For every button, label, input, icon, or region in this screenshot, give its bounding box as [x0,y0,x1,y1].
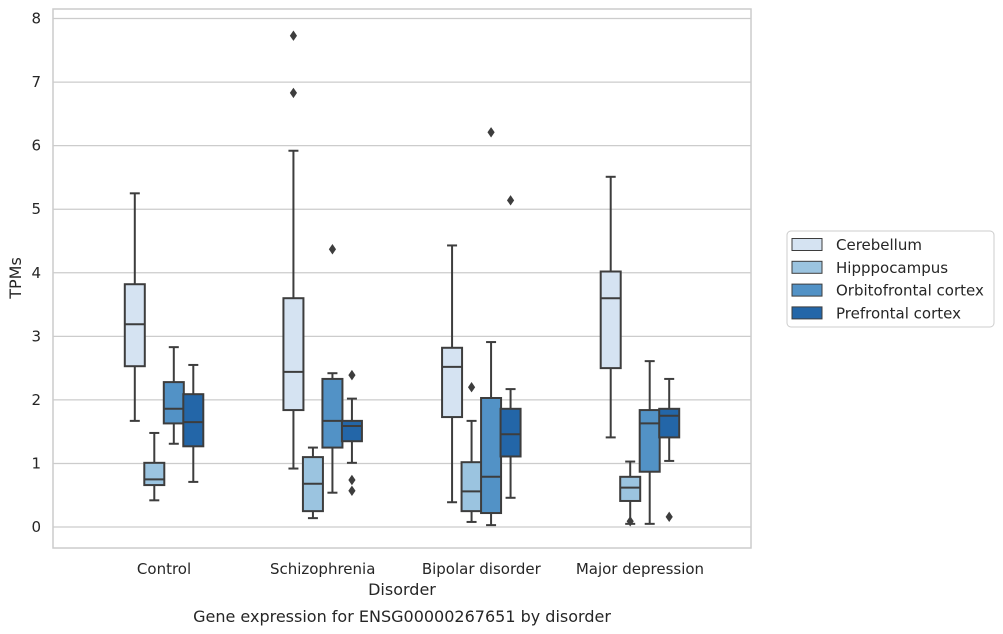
x-tick-label: Bipolar disorder [422,560,542,578]
outlier-point [348,369,356,381]
x-tick-label: Control [137,560,191,578]
y-tick-label: 6 [31,137,41,155]
box-iqr [460,461,483,513]
box-iqr [599,270,622,370]
box-cerebellum [599,175,622,439]
outlier-point [467,381,476,393]
grid-lines [53,17,751,528]
x-tick-labels: Control Schizophrenia Bipolar disorder Majo… [137,560,704,578]
chart-caption: Gene expression for ENSG00000267651 by d… [193,607,611,626]
y-tick-label: 5 [31,200,41,218]
box-iqr [658,407,681,439]
y-tick-label: 0 [31,518,41,536]
box-iqr [182,393,205,448]
legend: Cerebellum Hipppocampus Orbitofrontal cort… [786,230,995,328]
outlier-point [506,195,515,206]
box-iqr [480,396,503,515]
box-iqr [340,419,363,443]
box-iqr [638,409,661,473]
box-series [123,30,681,527]
y-tick-labels: 0 1 2 3 4 5 6 7 8 [31,10,41,536]
x-tick-label: Schizophrenia [270,560,375,578]
box-hipppocampus [619,460,642,527]
box-prefrontal-cortex [499,195,522,499]
plot-area [52,8,752,549]
y-tick-label: 7 [31,73,41,91]
y-axis-label: TPMs [6,257,25,300]
y-tick-label: 8 [31,10,41,28]
box-iqr [321,377,344,449]
outlier-point [328,244,337,255]
box-iqr [499,407,522,458]
box-cerebellum [123,192,146,422]
box-hipppocampus [301,446,324,520]
box-iqr [143,461,166,487]
outlier-point [665,511,673,523]
box-cerebellum [282,30,305,470]
legend-label: Prefrontal cortex [836,304,961,322]
box-iqr [162,381,185,425]
legend-swatch [791,260,823,274]
legend-swatch [791,306,823,320]
box-hipppocampus [143,431,166,502]
box-iqr [619,475,642,502]
legend-frame [786,230,995,328]
box-hipppocampus [460,381,483,523]
x-axis-label: Disorder [368,580,436,599]
box-prefrontal-cortex [340,369,363,496]
outlier-point [626,516,634,527]
box-iqr [441,346,464,419]
box-prefrontal-cortex [658,377,681,523]
outlier-point [487,127,495,138]
legend-label: Orbitofrontal cortex [836,282,984,300]
box-orbitofrontal-cortex [321,244,344,494]
legend-label: Hipppocampus [836,259,948,277]
box-prefrontal-cortex [182,363,205,483]
box-cerebellum [441,244,464,504]
y-tick-label: 3 [31,327,41,345]
legend-label: Cerebellum [836,236,922,254]
legend-swatch [791,238,823,251]
y-tick-label: 4 [31,264,41,282]
outlier-point [348,485,356,496]
outlier-point [289,87,298,99]
y-tick-label: 1 [31,454,41,472]
box-orbitofrontal-cortex [638,360,661,525]
box-iqr [282,297,305,412]
legend-swatch [791,283,823,297]
x-tick-label: Major depression [576,560,704,578]
outlier-point [289,30,298,41]
y-tick-label: 2 [31,391,41,409]
outlier-point [348,474,356,486]
